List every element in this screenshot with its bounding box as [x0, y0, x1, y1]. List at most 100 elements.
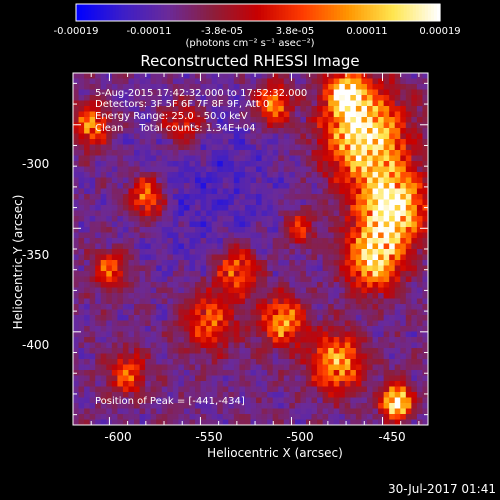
- heatmap-cell: [239, 342, 246, 349]
- heatmap-cell: [84, 243, 91, 250]
- heatmap-cell: [361, 397, 368, 404]
- heatmap-cell: [222, 353, 229, 360]
- heatmap-cell: [278, 375, 285, 382]
- heatmap-cell: [122, 128, 129, 134]
- heatmap-cell: [305, 298, 312, 305]
- heatmap-cell: [366, 326, 373, 332]
- heatmap-cell: [106, 111, 113, 118]
- heatmap-cell: [106, 304, 113, 310]
- colorbar-swatch: [333, 4, 338, 21]
- heatmap-cell: [111, 199, 118, 206]
- heatmap-cell: [422, 359, 429, 365]
- heatmap-cell: [128, 254, 135, 261]
- heatmap-cell: [228, 397, 235, 404]
- heatmap-cell: [145, 78, 152, 85]
- heatmap-cell: [128, 199, 135, 206]
- heatmap-cell: [422, 199, 429, 206]
- heatmap-cell: [117, 122, 124, 129]
- heatmap-cell: [178, 249, 185, 255]
- heatmap-cell: [217, 210, 224, 217]
- heatmap-cell: [106, 260, 113, 266]
- heatmap-cell: [366, 199, 373, 206]
- heatmap-cell: [183, 232, 190, 239]
- colorbar-swatch: [242, 4, 247, 21]
- heatmap-cell: [95, 282, 102, 288]
- colorbar-swatch: [379, 4, 383, 21]
- heatmap-cell: [378, 89, 385, 96]
- heatmap-cell: [100, 100, 107, 107]
- heatmap-cell: [400, 133, 407, 140]
- heatmap-cell: [95, 84, 102, 90]
- heatmap-cell: [106, 320, 113, 327]
- heatmap-cell: [350, 337, 357, 343]
- heatmap-cell: [233, 183, 240, 189]
- heatmap-cell: [145, 326, 152, 332]
- heatmap-cell: [317, 304, 324, 310]
- heatmap-cell: [167, 161, 174, 167]
- heatmap-cell: [228, 271, 235, 277]
- heatmap-cell: [261, 375, 268, 382]
- heatmap-cell: [111, 348, 118, 354]
- heatmap-cell: [161, 172, 168, 178]
- heatmap-cell: [267, 155, 274, 162]
- heatmap-cell: [328, 221, 335, 228]
- heatmap-cell: [145, 254, 152, 261]
- heatmap-cell: [250, 304, 257, 310]
- heatmap-cell: [156, 128, 163, 134]
- heatmap-cell: [311, 353, 318, 360]
- heatmap-cell: [145, 353, 152, 360]
- heatmap-cell: [228, 84, 235, 90]
- heatmap-cell: [172, 282, 179, 288]
- heatmap-cell: [89, 221, 96, 228]
- heatmap-cell: [283, 403, 290, 409]
- heatmap-cell: [405, 304, 412, 310]
- heatmap-cell: [167, 386, 174, 393]
- heatmap-cell: [217, 282, 224, 288]
- heatmap-cell: [416, 408, 423, 415]
- heatmap-cell: [372, 342, 379, 349]
- heatmap-cell: [167, 89, 174, 96]
- heatmap-cell: [84, 419, 91, 426]
- heatmap-cell: [217, 419, 224, 426]
- heatmap-cell: [161, 249, 168, 255]
- heatmap-cell: [272, 265, 279, 272]
- heatmap-cell: [233, 177, 240, 184]
- heatmap-cell: [244, 216, 251, 222]
- heatmap-cell: [416, 161, 423, 167]
- heatmap-cell: [95, 342, 102, 349]
- heatmap-cell: [167, 133, 174, 140]
- heatmap-cell: [372, 315, 379, 321]
- heatmap-cell: [244, 276, 251, 283]
- heatmap-cell: [89, 128, 96, 134]
- heatmap-cell: [261, 161, 268, 167]
- heatmap-cell: [195, 221, 201, 228]
- heatmap-cell: [383, 271, 390, 277]
- heatmap-cell: [361, 210, 368, 217]
- heatmap-cell: [139, 249, 146, 255]
- heatmap-cell: [211, 282, 218, 288]
- heatmap-cell: [156, 122, 163, 129]
- heatmap-cell: [267, 100, 274, 107]
- heatmap-cell: [178, 128, 185, 134]
- heatmap-cell: [233, 337, 240, 343]
- heatmap-cell: [189, 353, 196, 360]
- heatmap-cell: [333, 177, 340, 184]
- heatmap-cell: [156, 392, 163, 398]
- heatmap-cell: [117, 381, 124, 387]
- heatmap-cell: [400, 293, 407, 299]
- heatmap-cell: [122, 309, 129, 316]
- heatmap-cell: [383, 172, 390, 178]
- heatmap-cell: [361, 293, 368, 299]
- heatmap-cell: [244, 419, 251, 426]
- colorbar-swatch: [136, 4, 141, 21]
- heatmap-cell: [139, 150, 146, 156]
- heatmap-cell: [95, 276, 102, 283]
- heatmap-cell: [344, 188, 351, 195]
- heatmap-cell: [350, 243, 357, 250]
- heatmap-cell: [172, 166, 179, 173]
- heatmap-cell: [233, 254, 240, 261]
- heatmap-cell: [150, 331, 157, 338]
- heatmap-cell: [372, 122, 379, 129]
- heatmap-cell: [416, 183, 423, 189]
- heatmap-cell: [400, 139, 407, 145]
